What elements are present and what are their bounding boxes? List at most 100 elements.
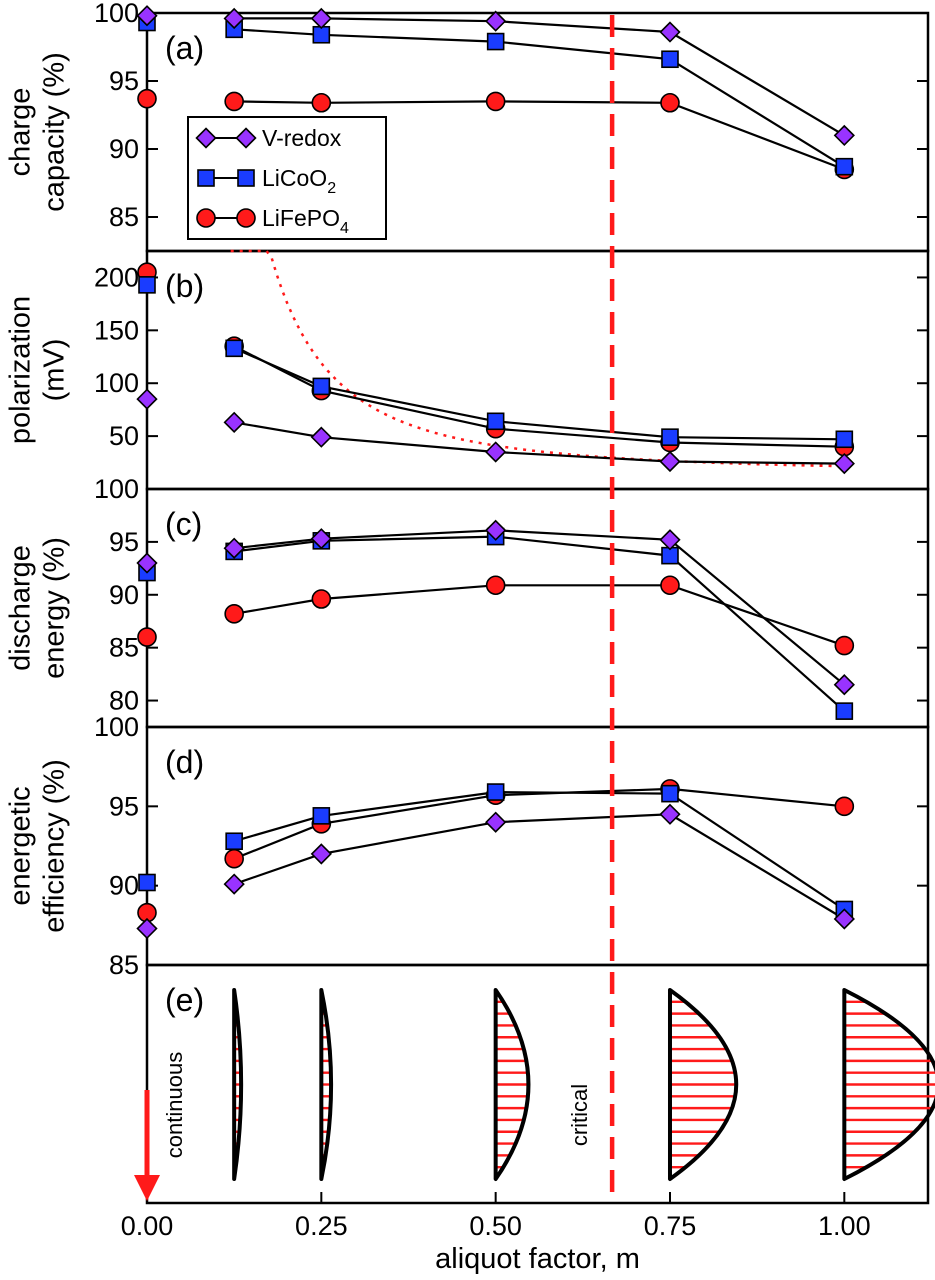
marker-a-V-redox-3 [485,10,507,32]
marker-c-LiFePO4-0 [137,627,157,647]
y-tick-label-d-0: 85 [109,950,139,980]
y-tick-label-a-2: 95 [109,66,139,96]
marker-a-LiCoO2-4 [661,50,679,69]
y-tick-label-a-1: 90 [109,134,139,164]
y-tick-label-c-1: 85 [109,633,139,663]
marker-c-V-redox-0 [136,552,158,574]
marker-a-V-redox-5 [833,124,855,147]
marker-a-LiCoO2-5 [835,157,854,176]
marker-a-V-redox-0 [136,5,158,27]
marker-d-LiCoO2-2 [312,807,331,825]
panel-label-a: (a) [165,30,204,66]
y-axis-label-d-1: efficiency (%) [39,759,71,933]
y-axis-label-b-0: polarization [5,296,37,444]
marker-c-V-redox-2 [310,528,332,550]
marker-d-V-redox-3 [485,811,507,833]
legend-label-sub-1: 2 [327,180,336,197]
panel-label-c: (c) [165,506,202,542]
marker-d-V-redox-4 [659,803,681,825]
marker-d-V-redox-5 [833,908,855,930]
y-axis-label-c-1: energy (%) [39,537,71,679]
marker-a-LiFePO4-2 [311,92,332,113]
marker-d-LiFePO4-1 [224,848,244,869]
legend-label-base-1: LiCoO [262,165,327,191]
flow-profile-0 [232,988,244,1181]
legend-marker-left-2 [196,208,216,228]
legend-label-0: V-redox [262,125,342,151]
continuous-arrow-head [134,1175,160,1201]
marker-c-V-redox-1 [223,537,245,559]
marker-b-V-redox-3 [485,441,507,463]
marker-d-LiCoO2-4 [661,784,679,803]
y-tick-label-d-3: 100 [94,712,139,742]
marker-b-LiCoO2-4 [661,428,679,446]
marker-c-V-redox-4 [659,529,681,551]
marker-b-LiCoO2-2 [312,377,331,396]
panel-label-b: (b) [165,268,204,304]
marker-c-LiFePO4-3 [485,575,506,596]
y-tick-label-b-2: 150 [94,315,139,345]
series-line-c-LiCoO2 [234,535,846,712]
flow-profile-3 [667,988,739,1181]
panel-label-e: (e) [165,982,204,1018]
legend-label-2: LiFePO4 [262,205,349,237]
marker-d-V-redox-1 [223,873,245,895]
legend-label-base-2: LiFePO [262,205,340,231]
marker-b-V-redox-4 [659,450,681,473]
y-axis-label-a-0: charge [5,88,37,177]
continuous-label: continuous [162,1052,187,1158]
flow-profile-2 [493,988,531,1181]
marker-d-V-redox-2 [310,843,332,865]
marker-c-LiCoO2-5 [835,702,854,720]
y-axis-label-b-1: (mV) [39,339,71,402]
marker-a-LiCoO2-3 [486,32,505,51]
panel-frame-e [145,963,930,1205]
marker-c-V-redox-5 [833,674,855,696]
y-axis-label-c-0: discharge [5,545,37,671]
marker-b-LiCoO2-5 [835,430,854,449]
marker-d-LiCoO2-1 [225,832,243,851]
y-tick-label-c-4: 100 [94,474,139,504]
marker-d-LiCoO2-0 [138,873,156,892]
marker-b-LiCoO2-0 [138,276,156,294]
y-tick-label-a-3: 100 [94,0,139,28]
y-tick-label-c-2: 90 [109,580,139,610]
marker-a-LiCoO2-2 [312,25,331,44]
y-axis-label-d-0: energetic [5,786,37,905]
marker-b-LiCoO2-3 [486,412,505,431]
legend-label-base-0: V-redox [262,125,342,151]
flow-profile-1 [319,988,334,1181]
marker-b-LiCoO2-1 [225,339,243,358]
y-tick-label-a-0: 85 [109,202,139,232]
marker-a-LiFePO4-1 [224,91,244,112]
marker-a-LiFePO4-4 [660,92,680,113]
x-tick-label-2: 0.50 [469,1211,522,1241]
legend-marker-right-1 [237,169,255,187]
marker-c-V-redox-3 [485,519,507,541]
marker-b-V-redox-1 [223,411,245,433]
marker-c-LiFePO4-2 [311,589,332,609]
y-tick-label-c-3: 95 [109,527,139,557]
marker-c-LiFePO4-5 [834,635,855,656]
x-tick-label-0: 0.00 [121,1211,174,1241]
y-tick-label-c-0: 80 [109,686,139,716]
legend-label-sub-2: 4 [340,220,349,237]
y-tick-label-b-3: 200 [94,262,139,292]
marker-c-LiFePO4-1 [224,604,244,624]
x-axis-label: aliquot factor, m [435,1243,640,1275]
legend-label-1: LiCoO2 [262,165,336,197]
marker-b-V-redox-2 [310,426,332,448]
flow-profile-4 [842,988,935,1181]
y-tick-label-d-1: 90 [109,871,139,901]
marker-a-V-redox-2 [310,7,332,30]
x-tick-label-3: 0.75 [644,1211,697,1241]
marker-b-V-redox-5 [833,452,855,475]
x-tick-label-1: 0.25 [295,1211,348,1241]
y-tick-label-d-2: 95 [109,791,139,821]
x-tick-label-4: 1.00 [818,1211,871,1241]
y-axis-label-a-1: capacity (%) [39,52,71,212]
marker-c-LiFePO4-4 [660,575,680,596]
y-tick-label-b-0: 50 [109,421,139,451]
marker-a-V-redox-4 [659,21,681,43]
